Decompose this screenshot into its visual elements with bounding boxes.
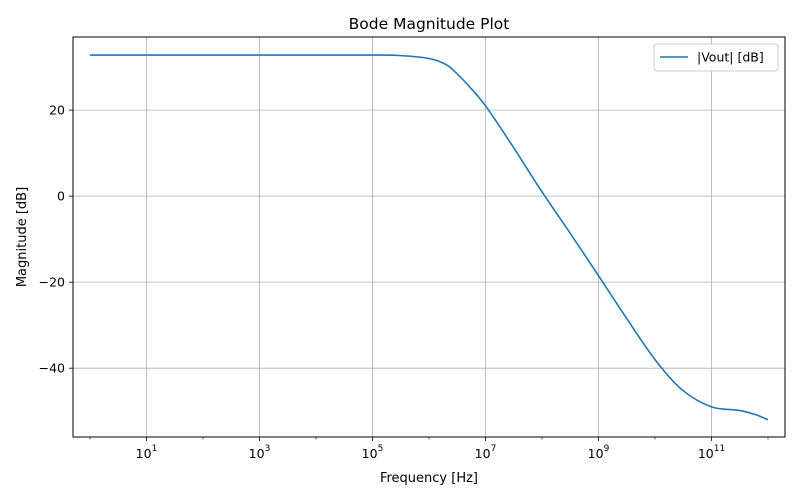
legend-box bbox=[653, 43, 779, 72]
x-tick-label: 103 bbox=[249, 444, 271, 461]
x-tick-label: 109 bbox=[588, 444, 610, 461]
y-tick-label: −40 bbox=[39, 361, 65, 376]
y-tick-label: −20 bbox=[39, 275, 65, 290]
x-tick-label: 101 bbox=[136, 444, 158, 461]
x-tick-label: 105 bbox=[362, 444, 384, 461]
y-tick-label: 0 bbox=[57, 189, 65, 204]
y-axis-label: Magnitude [dB] bbox=[15, 187, 30, 287]
x-axis-label: Frequency [Hz] bbox=[380, 471, 478, 486]
axis-ticks: 101 103 105 107 109 1011 20 0 −20 −40 bbox=[39, 103, 769, 461]
x-tick-label: 1011 bbox=[698, 444, 725, 461]
y-tick-label: 20 bbox=[49, 103, 65, 118]
grid-lines bbox=[73, 37, 785, 437]
legend: |Vout| [dB] bbox=[653, 43, 779, 72]
x-tick-label: 107 bbox=[475, 444, 497, 461]
chart-title: Bode Magnitude Plot bbox=[349, 15, 510, 33]
series-line-vout bbox=[90, 54, 769, 421]
legend-label: |Vout| [dB] bbox=[697, 50, 764, 65]
